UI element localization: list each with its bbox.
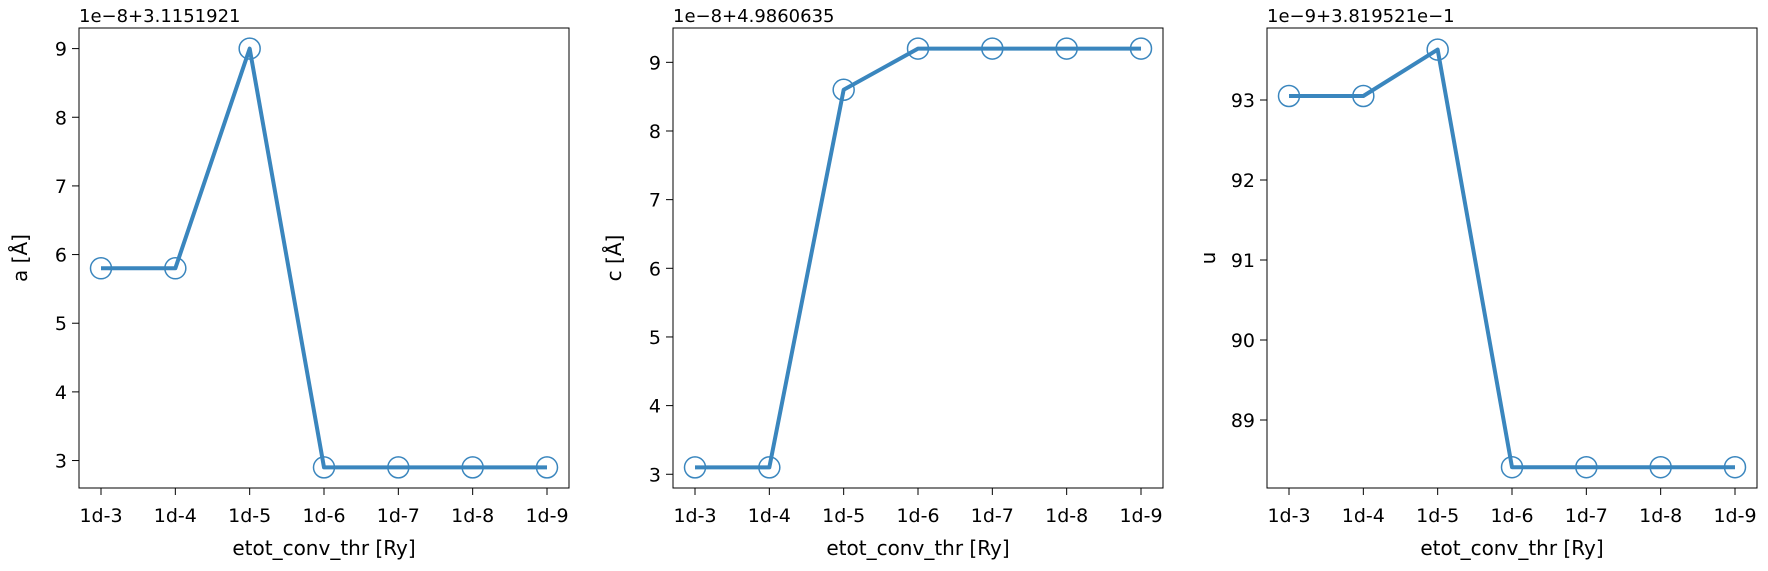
y-tick-label: 9 — [649, 52, 661, 74]
x-tick-label: 1d-8 — [1639, 505, 1682, 527]
y-tick-label: 4 — [649, 396, 661, 418]
x-tick-label: 1d-6 — [1490, 505, 1533, 527]
data-point — [1649, 455, 1672, 479]
y-tick-label: 5 — [649, 327, 661, 349]
x-tick-label: 1d-9 — [1713, 505, 1756, 527]
y-axis-label: a [Å] — [8, 234, 32, 282]
offset-label: 1e−8+4.9860635 — [673, 6, 834, 27]
x-tick-label: 1d-8 — [451, 505, 494, 527]
x-tick-label: 1d-7 — [377, 505, 420, 527]
tick-group: 1d-3 1d-4 1d-5 1d-6 1d-7 1d-8 1d-9 3 4 5 6 7 8 9 — [55, 39, 569, 527]
y-axis-label: c [Å] — [602, 235, 626, 282]
y-tick-label: 8 — [55, 107, 67, 129]
y-tick-label: 6 — [55, 245, 67, 267]
x-tick-label: 1d-7 — [971, 505, 1014, 527]
x-tick-label: 1d-9 — [525, 505, 568, 527]
x-tick-label: 1d-6 — [302, 505, 345, 527]
chart-panel-a: 1e−8+3.1151921 etot_conv_thr [Ry] a [Å] … — [8, 6, 570, 560]
x-tick-label: 1d-5 — [228, 505, 271, 527]
series-group — [89, 37, 559, 479]
data-point — [535, 456, 559, 479]
y-tick-label: 89 — [1231, 410, 1255, 432]
tick-group: 1d-3 1d-4 1d-5 1d-6 1d-7 1d-8 1d-9 3 4 5 6 7 8 9 — [649, 52, 1163, 527]
x-axis-label: etot_conv_thr [Ry] — [232, 536, 415, 560]
offset-label: 1e−8+3.1151921 — [79, 6, 240, 27]
x-axis-label: etot_conv_thr [Ry] — [1420, 536, 1603, 560]
series-line — [695, 46, 1141, 470]
series-line — [101, 46, 547, 470]
data-point — [387, 456, 410, 479]
x-tick-label: 1d-5 — [822, 505, 865, 527]
y-tick-label: 90 — [1231, 330, 1255, 352]
chart-panel-u: 1e−9+3.819521e−1 etot_conv_thr [Ry] u 1d… — [1196, 6, 1758, 560]
x-tick-label: 1d-4 — [748, 505, 791, 527]
series-line — [1289, 47, 1735, 470]
x-tick-label: 1d-3 — [673, 505, 716, 527]
x-tick-label: 1d-9 — [1119, 505, 1162, 527]
data-point — [1277, 84, 1301, 108]
chart-panel-c: 1e−8+4.9860635 etot_conv_thr [Ry] c [Å] … — [602, 6, 1164, 560]
y-tick-label: 3 — [55, 451, 67, 473]
y-tick-label: 93 — [1231, 90, 1255, 112]
y-tick-label: 4 — [55, 382, 67, 404]
data-point — [1500, 455, 1524, 479]
series-group — [1277, 38, 1747, 479]
x-tick-label: 1d-7 — [1565, 505, 1608, 527]
y-tick-label: 9 — [55, 39, 67, 61]
series-group — [683, 37, 1153, 479]
y-tick-label: 7 — [55, 176, 67, 198]
data-point — [906, 37, 930, 60]
data-point — [238, 37, 261, 60]
x-tick-label: 1d-3 — [79, 505, 122, 527]
data-point — [832, 78, 855, 102]
data-point — [1352, 84, 1375, 108]
data-point — [164, 257, 187, 280]
x-tick-label: 1d-5 — [1416, 505, 1459, 527]
data-point — [981, 37, 1004, 60]
y-tick-label: 92 — [1231, 170, 1255, 192]
data-point — [461, 456, 484, 479]
data-point — [312, 456, 336, 479]
y-tick-label: 6 — [649, 258, 661, 280]
x-tick-label: 1d-6 — [896, 505, 939, 527]
y-tick-label: 5 — [55, 313, 67, 335]
data-point — [758, 456, 781, 479]
x-tick-label: 1d-8 — [1045, 505, 1088, 527]
x-tick-label: 1d-4 — [1342, 505, 1385, 527]
data-point — [1723, 455, 1747, 479]
x-axis-label: etot_conv_thr [Ry] — [826, 536, 1009, 560]
data-point — [1055, 37, 1078, 60]
data-point — [89, 257, 113, 280]
y-axis-label: u — [1196, 252, 1220, 265]
data-point — [683, 456, 707, 479]
data-point — [1575, 455, 1598, 479]
data-point — [1426, 38, 1449, 61]
x-tick-label: 1d-3 — [1267, 505, 1310, 527]
y-tick-label: 7 — [649, 190, 661, 212]
y-tick-label: 3 — [649, 464, 661, 486]
offset-label: 1e−9+3.819521e−1 — [1267, 6, 1455, 27]
y-tick-label: 8 — [649, 121, 661, 143]
data-point — [1129, 37, 1153, 60]
y-tick-label: 91 — [1231, 250, 1255, 272]
x-tick-label: 1d-4 — [154, 505, 197, 527]
tick-group: 1d-3 1d-4 1d-5 1d-6 1d-7 1d-8 1d-9 89 90 91 92 93 — [1231, 90, 1757, 527]
